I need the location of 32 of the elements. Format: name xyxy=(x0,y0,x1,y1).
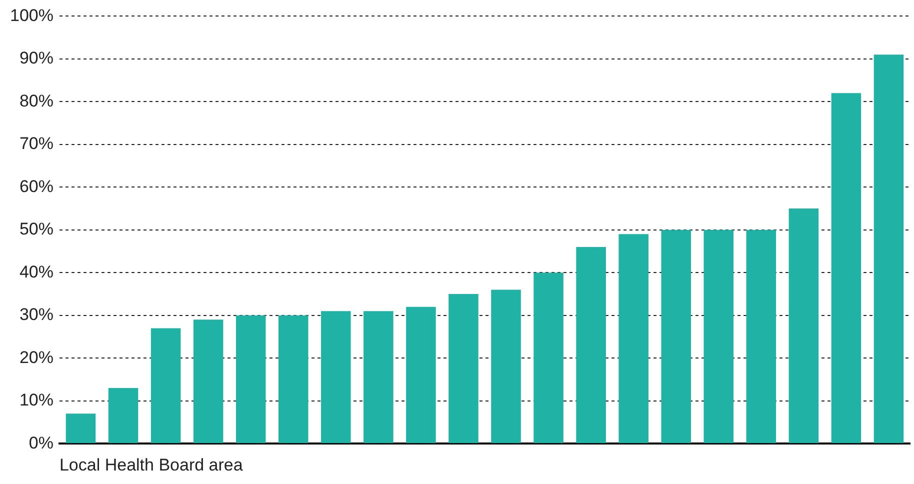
bar xyxy=(661,230,691,444)
y-tick-label: 100% xyxy=(10,6,54,25)
bar xyxy=(321,311,351,444)
y-tick-label: 30% xyxy=(19,305,54,324)
bar xyxy=(491,290,521,444)
bar xyxy=(66,414,96,444)
bar xyxy=(576,246,606,444)
bar xyxy=(150,328,181,444)
bar xyxy=(746,230,776,444)
bar xyxy=(874,54,904,444)
bar xyxy=(278,315,308,444)
y-tick-label: 90% xyxy=(19,48,54,68)
y-tick-label: 20% xyxy=(19,348,54,367)
y-tick-label: 40% xyxy=(19,262,54,282)
y-tick-label: 0% xyxy=(28,433,54,452)
bar xyxy=(831,93,862,444)
y-tick-label: 60% xyxy=(19,176,54,196)
bar xyxy=(193,320,224,444)
bar xyxy=(364,311,394,444)
bar xyxy=(108,388,138,444)
x-axis-title: Local Health Board area xyxy=(59,455,244,474)
y-tick-label: 70% xyxy=(19,134,54,154)
y-tick-label: 50% xyxy=(19,220,54,239)
y-tick-label: 10% xyxy=(19,390,54,410)
bar xyxy=(788,208,819,444)
bar xyxy=(618,234,648,444)
bar xyxy=(704,230,734,444)
bar xyxy=(448,294,478,444)
y-tick-label: 80% xyxy=(19,91,54,110)
bar xyxy=(406,306,436,444)
bar xyxy=(236,315,266,444)
bar xyxy=(534,272,564,444)
